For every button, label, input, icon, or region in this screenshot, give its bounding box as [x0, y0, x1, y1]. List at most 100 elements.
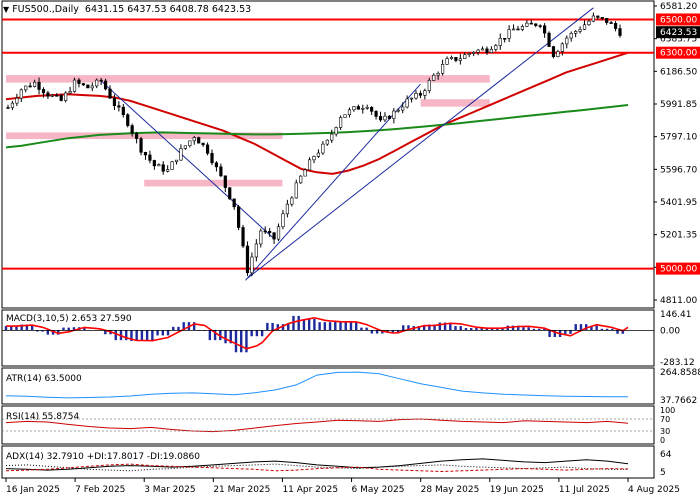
price-tag-label: 6423.53	[660, 28, 697, 38]
macd-bar	[428, 324, 431, 331]
macd-bar	[161, 330, 165, 336]
candle	[179, 148, 183, 161]
macd-bar	[480, 328, 483, 331]
macd-bar	[365, 327, 368, 331]
candle	[259, 230, 263, 245]
candle	[15, 97, 19, 104]
candle	[538, 25, 542, 27]
candle	[24, 85, 28, 91]
y-tick-label: 5401.95	[660, 198, 697, 208]
candle	[449, 57, 454, 59]
candle	[68, 91, 72, 94]
candle	[139, 138, 143, 153]
macd-bar	[370, 330, 374, 334]
y-tick-label: 5596.70	[660, 165, 697, 175]
candle	[197, 137, 201, 144]
macd-bar	[438, 322, 442, 331]
macd-bar	[490, 328, 494, 331]
x-tick-label: 19 Jun 2025	[490, 485, 544, 495]
macd-bar	[464, 328, 468, 331]
candle	[591, 15, 595, 22]
candle	[294, 182, 298, 199]
candle	[441, 64, 445, 74]
candle	[547, 32, 551, 47]
y-tick-label: 264.8588	[660, 368, 700, 378]
candle	[569, 32, 573, 39]
resistance-zone	[420, 99, 490, 107]
macd-bar	[276, 324, 279, 331]
macd-bar	[140, 330, 144, 341]
macd-bar	[36, 330, 39, 332]
indicator-line	[5, 371, 628, 399]
candle	[254, 243, 258, 258]
macd-bar	[349, 322, 353, 331]
candle	[560, 43, 564, 52]
macd-bar	[297, 315, 300, 331]
x-tick-label: 7 Feb 2025	[75, 485, 125, 495]
candle	[108, 88, 112, 99]
candle	[228, 187, 232, 200]
candle	[370, 107, 374, 112]
candle	[205, 144, 210, 154]
y-tick-label: 37.7662	[660, 396, 697, 406]
y-tick-label: 30	[660, 427, 670, 436]
candle	[290, 197, 294, 205]
candle	[334, 127, 338, 135]
indicator-line	[5, 418, 629, 433]
macd-bar	[381, 330, 384, 334]
macd-bar	[292, 315, 295, 331]
candle	[272, 232, 276, 240]
candle	[241, 227, 245, 247]
collapse-triangle-icon[interactable]: ▼	[3, 5, 10, 14]
candle	[472, 52, 476, 54]
x-tick-label: 16 Jan 2025	[6, 485, 60, 495]
macd-bar	[318, 322, 321, 331]
macd-bar	[255, 330, 259, 337]
candle	[245, 245, 250, 274]
macd-bar	[449, 322, 452, 331]
macd-bar	[266, 322, 269, 331]
macd-bar	[15, 326, 18, 331]
macd-signal-line	[6, 316, 629, 350]
price-panel: 6581.20 6383.75 6186.50 5991.85 5797.10 5596.…	[1, 0, 700, 309]
macd-bar	[443, 322, 447, 331]
panel-frame	[1, 405, 655, 445]
candle	[551, 46, 556, 58]
candle	[596, 15, 600, 18]
macd-bar	[177, 326, 180, 331]
candle	[307, 159, 312, 171]
candle	[268, 230, 272, 233]
candle	[574, 31, 578, 34]
candle	[126, 114, 130, 126]
candle	[170, 161, 174, 170]
candle	[117, 105, 121, 108]
candle	[356, 106, 360, 110]
candle	[498, 37, 502, 46]
candle	[232, 198, 236, 208]
candle	[378, 116, 383, 121]
macd-bar	[375, 330, 379, 334]
macd-bar	[569, 330, 572, 334]
x-tick-label: 11 Jul 2025	[559, 485, 610, 495]
macd-bar	[574, 324, 577, 331]
candle	[281, 213, 285, 228]
macd-bar	[590, 325, 593, 331]
macd-bar	[522, 327, 525, 331]
macd-bar	[166, 330, 170, 336]
candle	[463, 54, 467, 60]
macd-bar	[459, 326, 462, 331]
open-value: 6431.15	[84, 4, 125, 15]
y-tick-label: 6383.75	[660, 35, 697, 45]
candle	[613, 23, 618, 29]
y-tick-label: 5201.35	[660, 231, 697, 241]
candle	[46, 92, 50, 97]
y-tick-label: 5	[660, 468, 666, 478]
resistance-zone	[6, 75, 490, 83]
low-value: 6408.78	[169, 4, 209, 15]
candle	[6, 107, 10, 109]
candle	[529, 22, 533, 25]
candle	[41, 89, 46, 94]
candle	[55, 94, 59, 97]
candle	[210, 152, 214, 164]
